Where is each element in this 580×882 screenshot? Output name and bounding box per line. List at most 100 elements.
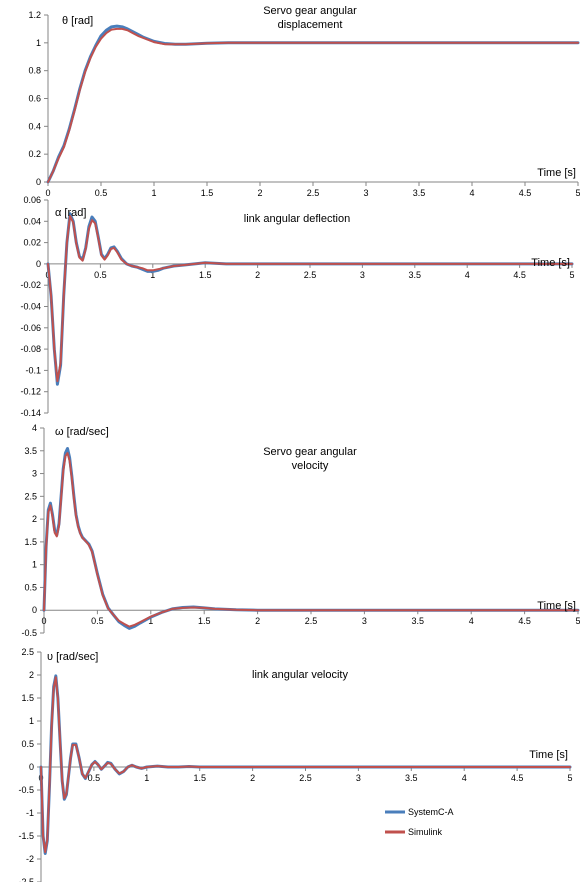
- y-tick-label: -1: [26, 808, 34, 818]
- chart-panel-4: -2.5-2-1.5-1-0.500.511.522.50 0.5 1 1.5 2 2.5…: [18, 647, 573, 882]
- y-tick-label: 0.06: [23, 195, 41, 205]
- y-tick-label: 2: [29, 670, 34, 680]
- y-tick-label: 1.5: [24, 537, 37, 547]
- x-axis-label: Time [s]: [531, 257, 570, 269]
- x-tick-label: 0: [41, 616, 46, 626]
- y-tick-label: 1: [29, 716, 34, 726]
- x-tick-label: 4: [469, 616, 474, 626]
- series-line-systemc-a: [46, 24, 580, 184]
- x-tick-label: 0.5: [91, 616, 104, 626]
- chart-panel-1: 0 0.2 0.4 0.6 0.8 1 1.2 0 0.5 1 1.5 2 2.5 3 3.5 4 4.5 5 θ …: [28, 5, 580, 198]
- y-axis-label: α [rad]: [55, 207, 86, 219]
- y-tick-label: 0.5: [21, 739, 34, 749]
- y-tick-label: 0.02: [23, 238, 41, 248]
- x-tick-label: 2: [250, 773, 255, 783]
- x-tick-label: 2.5: [304, 270, 317, 280]
- y-tick-label: 0.4: [28, 121, 41, 131]
- x-tick-label: 0.5: [88, 773, 101, 783]
- y-axis-label: ω [rad/sec]: [55, 426, 109, 438]
- y-tick-label: -0.12: [20, 387, 41, 397]
- x-tick-label: 5: [575, 616, 580, 626]
- legend-label: Simulink: [408, 827, 443, 837]
- y-tick-label: -0.5: [21, 628, 37, 638]
- x-tick-label: 3: [363, 188, 368, 198]
- x-tick-label: 1: [144, 773, 149, 783]
- x-tick-label: 3: [360, 270, 365, 280]
- y-tick-label: 0: [36, 259, 41, 269]
- chart-panel-2: -0.14 -0.12 -0.1 -0.08 -0.06 -0.04 -0.02 0 0.02 0…: [20, 195, 574, 418]
- series-line-simulink: [47, 27, 579, 183]
- x-tick-label: 2.5: [305, 616, 318, 626]
- x-axis-label: Time [s]: [529, 749, 568, 761]
- y-tick-label: 3.5: [24, 446, 37, 456]
- y-tick-label: -2: [26, 854, 34, 864]
- x-tick-label: 1: [150, 270, 155, 280]
- x-tick-label: 4: [469, 188, 474, 198]
- y-tick-label: 2.5: [21, 647, 34, 657]
- x-tick-label: 5: [569, 270, 574, 280]
- y-tick-label: -0.1: [25, 365, 41, 375]
- y-tick-label: -0.06: [20, 323, 41, 333]
- x-tick-label: 2.5: [299, 773, 312, 783]
- x-tick-label: 4: [462, 773, 467, 783]
- y-tick-label: -1.5: [18, 831, 34, 841]
- x-tick-label: 4.5: [519, 188, 532, 198]
- x-tick-label: 3: [356, 773, 361, 783]
- x-tick-label: 3.5: [412, 616, 425, 626]
- x-tick-label: 2.5: [307, 188, 320, 198]
- x-tick-label: 3.5: [409, 270, 422, 280]
- x-tick-label: 0.5: [94, 270, 107, 280]
- y-tick-label: -0.04: [20, 302, 41, 312]
- series-line-systemc-a: [39, 674, 572, 855]
- y-tick-label: 0: [36, 177, 41, 187]
- y-tick-label: 3: [32, 469, 37, 479]
- x-tick-label: 3.5: [413, 188, 426, 198]
- x-axis-label: Time [s]: [537, 167, 576, 179]
- y-tick-label: -0.08: [20, 344, 41, 354]
- y-tick-label: -0.5: [18, 785, 34, 795]
- x-tick-label: 1.5: [193, 773, 206, 783]
- chart-title: link angular deflection: [244, 213, 350, 225]
- x-tick-label: 1: [151, 188, 156, 198]
- x-tick-label: 5: [575, 188, 580, 198]
- x-tick-label: 1.5: [201, 188, 214, 198]
- x-axis-label: Time [s]: [537, 600, 576, 612]
- y-tick-label: 1.5: [21, 693, 34, 703]
- y-tick-label: 4: [32, 423, 37, 433]
- x-tick-label: 1.5: [199, 270, 212, 280]
- y-tick-label: 0: [29, 762, 34, 772]
- series-line-systemc-a: [46, 212, 574, 386]
- y-tick-label: 0.2: [28, 149, 41, 159]
- x-tick-label: 1: [148, 616, 153, 626]
- x-tick-label: 0.5: [95, 188, 108, 198]
- x-tick-label: 4: [465, 270, 470, 280]
- y-tick-label: 0.8: [28, 66, 41, 76]
- y-tick-label: 1: [32, 560, 37, 570]
- legend-label: SystemC-A: [408, 807, 454, 817]
- y-tick-label: 2: [32, 514, 37, 524]
- x-tick-label: 2: [255, 616, 260, 626]
- x-tick-label: 3: [362, 616, 367, 626]
- y-tick-label: 0.04: [23, 216, 41, 226]
- y-tick-label: 2.5: [24, 491, 37, 501]
- chart-title: velocity: [292, 460, 329, 472]
- y-axis-label: θ [rad]: [62, 15, 93, 27]
- x-tick-label: 4.5: [513, 270, 526, 280]
- x-tick-label: 2: [257, 188, 262, 198]
- x-tick-label: 3.5: [405, 773, 418, 783]
- chart-title: Servo gear angular: [263, 5, 357, 17]
- chart-title: link angular velocity: [252, 669, 348, 681]
- y-tick-label: -0.02: [20, 280, 41, 290]
- y-tick-label: 1: [36, 38, 41, 48]
- y-tick-label: 0: [32, 605, 37, 615]
- y-tick-label: -0.14: [20, 408, 41, 418]
- x-tick-label: 4.5: [518, 616, 531, 626]
- x-tick-label: 2: [255, 270, 260, 280]
- y-axis-label: υ [rad/sec]: [47, 651, 98, 663]
- series-line-simulink: [40, 676, 571, 854]
- x-tick-label: 4.5: [511, 773, 524, 783]
- series-line-simulink: [43, 452, 579, 628]
- x-tick-label: 0: [45, 188, 50, 198]
- x-tick-label: 1.5: [198, 616, 211, 626]
- series-line-systemc-a: [42, 447, 580, 630]
